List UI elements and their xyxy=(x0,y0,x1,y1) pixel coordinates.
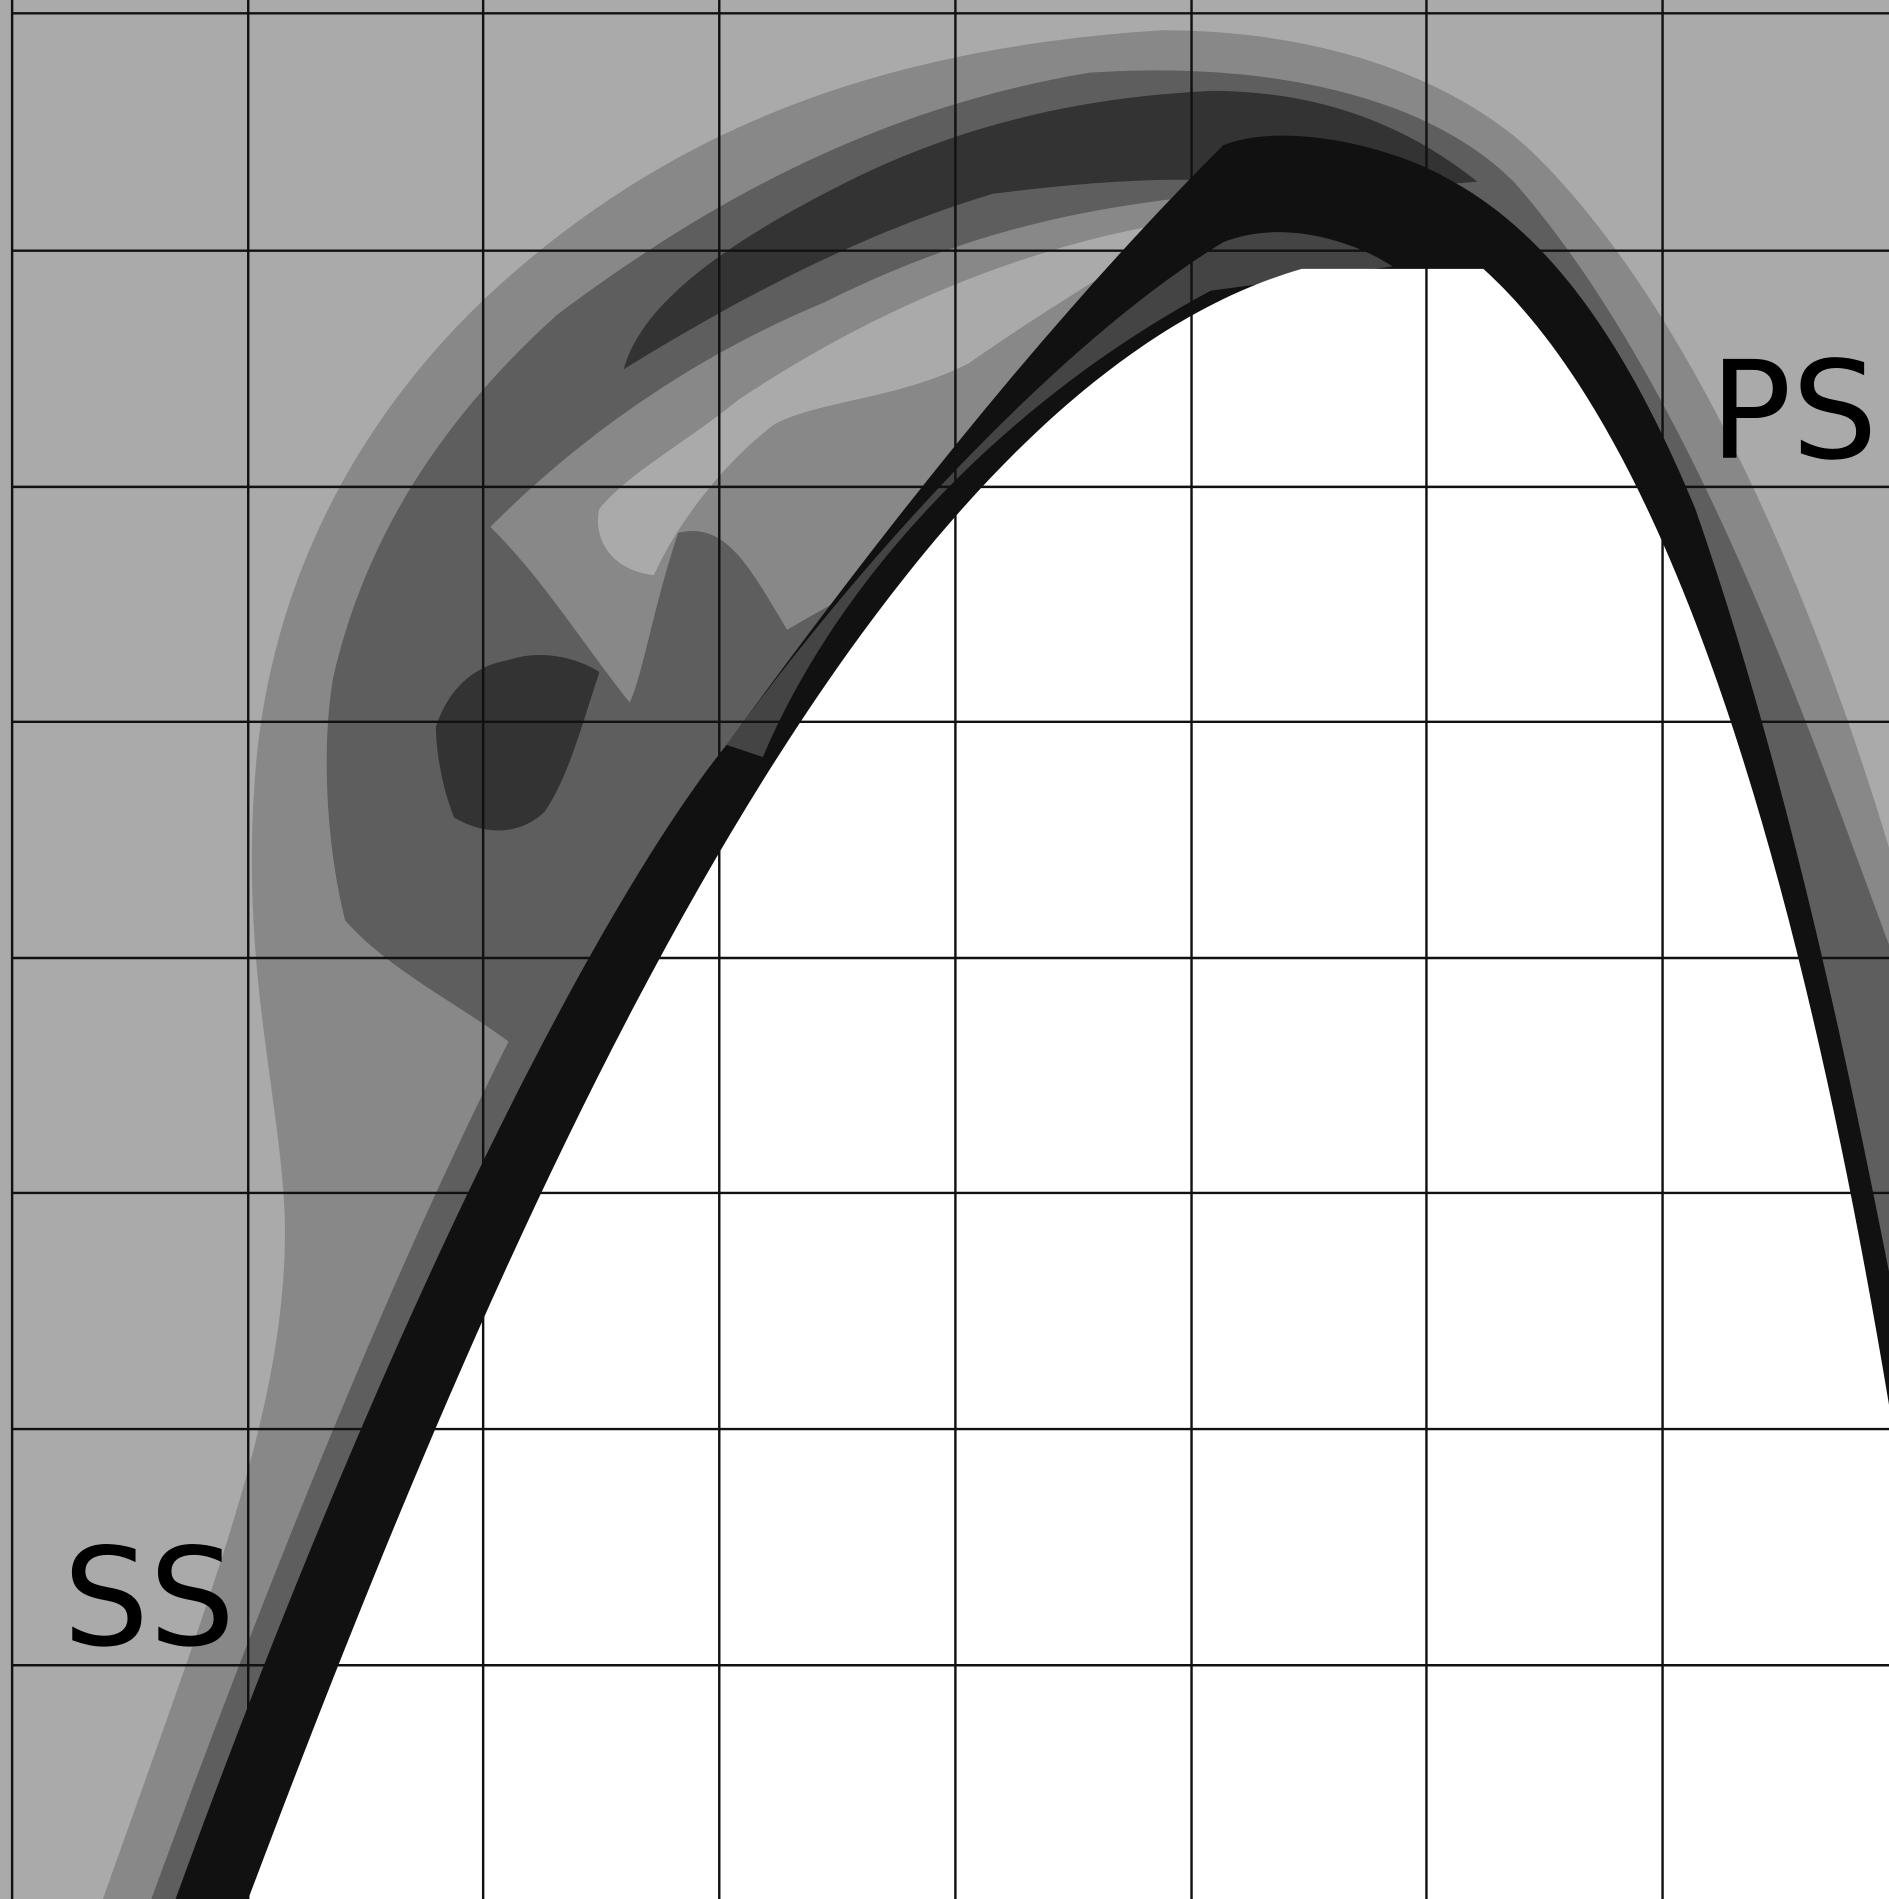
blade xyxy=(248,268,1889,1899)
contour-band xyxy=(435,655,600,831)
contour-band xyxy=(597,224,1163,576)
suction-side-label: SS xyxy=(63,1519,235,1677)
grid xyxy=(10,0,1889,1899)
pressure-side-label: PS xyxy=(1710,332,1878,490)
